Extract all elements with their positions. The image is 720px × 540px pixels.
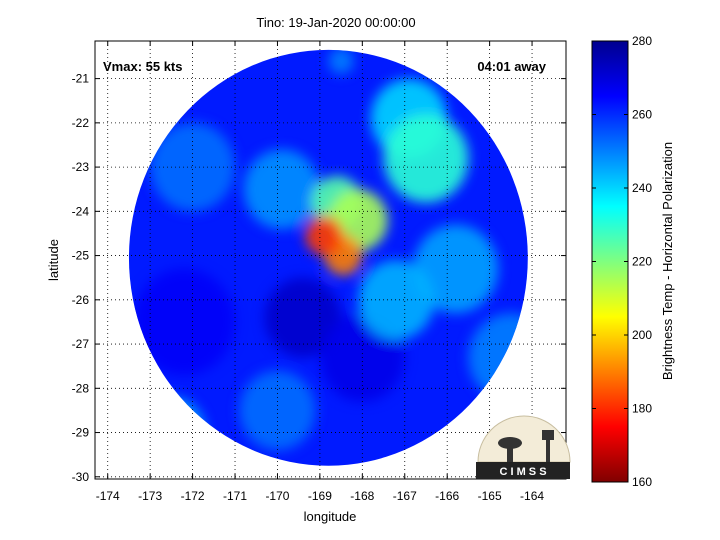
brightness-feature [150, 122, 236, 212]
plot-frame [94, 40, 567, 480]
x-tick-label: -164 [520, 489, 544, 503]
colorbar-tick-label: 280 [632, 34, 652, 48]
colorbar-tick-label: 160 [632, 475, 652, 489]
brightness-feature [358, 260, 435, 340]
y-tick-label: -21 [72, 72, 90, 86]
x-tick-label: -165 [478, 489, 502, 503]
y-tick-label: -25 [72, 249, 90, 263]
y-tick-label: -29 [72, 426, 90, 440]
y-tick-label: -30 [72, 470, 90, 484]
colorbar [591, 40, 629, 483]
colorbar-tick-label: 180 [632, 402, 652, 416]
colorbar-tick-label: 220 [632, 255, 652, 269]
colorbar-tick-label: 200 [632, 328, 652, 342]
y-axis-label: latitude [46, 239, 61, 281]
y-axis: -21 -22 -23 -24 -25 -26 -27 -28 -29 -30 [72, 72, 566, 484]
x-tick-label: -171 [223, 489, 247, 503]
x-tick-label: -172 [181, 489, 205, 503]
brightness-feature [383, 114, 469, 203]
x-tick-label: -168 [350, 489, 374, 503]
vmax-annotation: Vmax: 55 kts [103, 59, 183, 74]
y-tick-label: -22 [72, 116, 90, 130]
brightness-feature [305, 215, 344, 256]
colorbar-label: Brightness Temp - Horizontal Polarizatio… [660, 142, 675, 380]
x-tick-label: -174 [96, 489, 120, 503]
brightness-feature [468, 313, 528, 402]
brightness-feature [239, 370, 316, 451]
y-tick-label: -28 [72, 381, 90, 395]
colorbar-tick-label: 240 [632, 181, 652, 195]
x-axis: -174 -173 -172 -171 -170 -169 -168 -167 -166 -165… [96, 41, 544, 503]
y-tick-label: -26 [72, 293, 90, 307]
brightness-feature [328, 49, 354, 75]
y-tick-label: -27 [72, 337, 90, 351]
cimss-logo-text: C I M S S [499, 466, 546, 478]
x-tick-label: -169 [308, 489, 332, 503]
y-tick-label: -23 [72, 160, 90, 174]
cimss-logo: C I M S S [476, 415, 571, 479]
brightness-feature [264, 277, 342, 358]
brightness-feature [243, 149, 320, 230]
x-tick-label: -170 [265, 489, 289, 503]
x-tick-label: -166 [435, 489, 459, 503]
x-tick-label: -167 [393, 489, 417, 503]
time-away-annotation: 04:01 away [477, 59, 546, 74]
chart-title: Tino: 19-Jan-2020 00:00:00 [256, 15, 415, 30]
x-axis-label: longitude [304, 509, 357, 524]
colorbar-ticks: 160 180 200 220 240 260 280 [592, 34, 652, 489]
brightness-feature [133, 268, 236, 376]
brightness-feature [413, 224, 499, 314]
y-tick-label: -24 [72, 204, 90, 218]
colorbar-tick-label: 260 [632, 108, 652, 122]
x-tick-label: -173 [138, 489, 162, 503]
